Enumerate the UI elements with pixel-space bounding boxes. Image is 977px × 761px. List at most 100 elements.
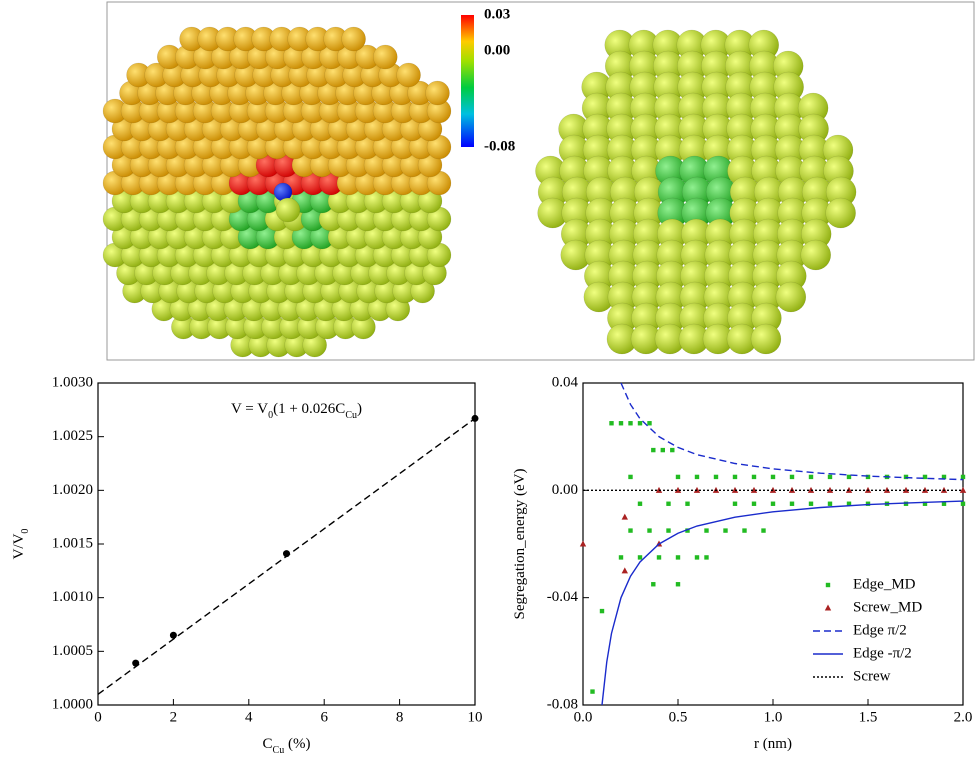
point — [723, 528, 728, 533]
text-part: C — [263, 736, 273, 752]
point — [846, 474, 852, 480]
y-tick-label: 1.0015 — [52, 535, 93, 551]
point — [685, 501, 690, 506]
subscript: 0 — [20, 529, 31, 534]
x-tick-label: 10 — [468, 709, 483, 725]
point — [808, 501, 814, 506]
point — [675, 582, 681, 587]
y-tick-label: 1.0030 — [52, 374, 93, 390]
text-part: V/V — [11, 533, 27, 559]
x-tick-label: 2.0 — [954, 709, 973, 725]
legend-marker — [824, 604, 832, 611]
annotation: V = V0(1 + 0.026CCu) — [231, 401, 362, 420]
subscript: Cu — [273, 745, 285, 756]
point — [751, 474, 757, 480]
subscript: 0 — [268, 410, 273, 421]
subscript: Cu — [345, 410, 357, 421]
point — [618, 421, 624, 426]
x-tick-label: 0.5 — [669, 709, 688, 725]
point — [647, 421, 652, 426]
point — [621, 513, 628, 520]
point — [827, 474, 833, 480]
point — [960, 501, 966, 506]
line — [620, 382, 964, 481]
colorbar-label: -0.08 — [484, 138, 515, 154]
point — [656, 555, 662, 560]
legend-label: Edge π/2 — [853, 622, 907, 638]
atom — [750, 323, 782, 355]
point — [713, 474, 719, 480]
point — [922, 474, 928, 480]
y-tick-label: 0.04 — [552, 374, 579, 390]
point — [865, 474, 871, 480]
point — [846, 501, 852, 506]
legend-label: Edge_MD — [853, 576, 916, 592]
atom — [396, 62, 421, 88]
point — [675, 555, 681, 560]
point — [789, 474, 795, 480]
y-tick-label: 1.0010 — [52, 589, 93, 605]
line — [601, 500, 964, 706]
point — [960, 474, 966, 480]
legend-label: Edge -π/2 — [853, 645, 912, 661]
y-tick-label: 1.0020 — [52, 482, 93, 498]
point — [732, 474, 738, 480]
atom — [425, 80, 450, 106]
point — [599, 608, 605, 614]
point — [941, 501, 947, 506]
point — [637, 421, 643, 426]
legend-label: Screw_MD — [853, 599, 922, 615]
x-tick-label: 1.0 — [764, 709, 783, 725]
colorbar-label: 0.03 — [484, 6, 510, 22]
y-tick-label: -0.08 — [547, 696, 578, 712]
x-tick-label: 4 — [245, 709, 253, 725]
x-tick-label: 6 — [320, 709, 328, 725]
point — [628, 528, 633, 533]
point — [651, 447, 656, 453]
point — [761, 528, 766, 533]
point — [169, 631, 177, 639]
atom — [800, 239, 831, 271]
point — [666, 501, 671, 506]
point — [609, 421, 614, 426]
point — [590, 689, 595, 694]
colorbar-label: 0.00 — [484, 42, 510, 58]
point — [922, 501, 928, 506]
point — [742, 528, 747, 533]
line — [97, 417, 476, 695]
x-tick-label: 8 — [396, 709, 404, 725]
y-tick-label: 1.0005 — [52, 643, 93, 659]
atom-clusters — [102, 26, 857, 358]
x-tick-label: 0.0 — [574, 709, 593, 725]
point — [666, 528, 671, 533]
x-tick-label: 1.5 — [859, 709, 878, 725]
point — [750, 486, 758, 493]
point — [789, 501, 795, 506]
point — [808, 474, 814, 480]
point — [685, 528, 690, 533]
point — [647, 528, 652, 533]
text-part: ) — [357, 401, 362, 417]
point — [651, 582, 656, 587]
point — [621, 567, 628, 574]
point — [770, 501, 776, 506]
point — [694, 555, 700, 560]
legend-label: Screw — [853, 668, 891, 684]
text-part: (1 + 0.026C — [273, 401, 345, 417]
plot-frame — [97, 382, 476, 706]
y-tick-label: 1.0025 — [52, 428, 93, 444]
text-part: V = V — [231, 401, 268, 417]
point — [628, 474, 633, 480]
point — [732, 501, 738, 506]
point — [694, 474, 700, 480]
atom — [275, 197, 301, 223]
atom — [775, 281, 807, 313]
text-part: r (nm) — [754, 736, 792, 752]
y-axis-label: V/V0 — [11, 529, 30, 560]
point — [637, 501, 643, 506]
point — [751, 501, 757, 506]
point — [826, 486, 834, 493]
point — [770, 474, 776, 480]
atom — [341, 26, 366, 52]
